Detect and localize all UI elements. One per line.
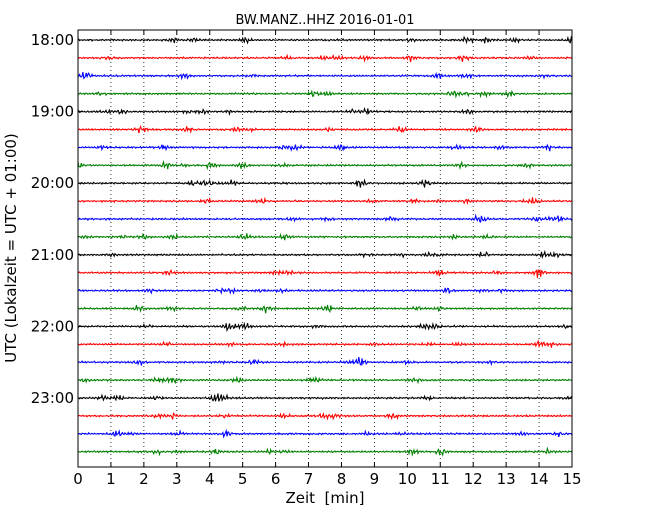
y-tick-label: 21:00 [31,246,74,264]
seismic-trace [77,232,573,241]
y-tick-label: 22:00 [31,317,74,335]
y-tick-label: 20:00 [31,174,74,192]
y-tick-label: 19:00 [31,103,74,121]
seismic-trace [77,71,573,81]
seismic-trace [77,196,573,206]
y-axis-label: UTC (Lokalzeit = UTC + 01:00) [2,133,20,363]
seismic-trace [77,53,573,63]
x-gridlines [110,30,540,467]
x-axis-ticks: 0 1 2 3 4 5 6 7 8 9 10 11 12 13 14 15 [73,30,582,488]
chart-title: BW.MANZ..HHZ 2016-01-01 [235,13,414,28]
seismic-trace [77,446,573,457]
x-tick-label: 1 [106,470,116,488]
seismic-trace [77,35,573,45]
x-tick-label: 15 [562,470,581,488]
seismic-trace [77,304,573,314]
plot-frame [77,29,573,468]
x-tick-label: 5 [238,470,248,488]
x-tick-label: 14 [530,470,549,488]
seismic-trace [77,143,573,152]
x-tick-label: 10 [398,470,417,488]
y-axis-ticks: 18:00 19:00 20:00 21:00 22:00 23:00 [31,31,572,407]
seismic-trace [77,375,573,385]
x-tick-label: 4 [205,470,215,488]
trace-group [77,35,573,457]
x-tick-label: 2 [139,470,149,488]
seismic-trace [77,213,573,223]
seismic-trace [77,124,573,134]
seismic-trace [77,357,573,367]
x-tick-label: 8 [337,470,347,488]
seismic-trace [77,428,573,439]
x-tick-label: 9 [370,470,380,488]
y-tick-label: 18:00 [31,31,74,49]
seismic-trace [77,321,573,333]
seismic-trace [77,89,572,99]
seismic-trace [77,249,573,260]
y-tick-label: 23:00 [31,389,74,407]
x-tick-label: 13 [497,470,516,488]
seismic-trace [77,412,573,421]
x-tick-label: 11 [431,470,450,488]
x-axis-label: Zeit [min] [285,489,364,507]
seismic-trace [77,159,573,171]
x-tick-label: 3 [172,470,182,488]
x-tick-label: 12 [464,470,483,488]
seismic-trace [77,178,573,188]
seismic-trace [77,106,573,117]
seismic-trace [77,287,573,295]
x-tick-label: 0 [73,470,83,488]
seismic-trace [77,393,573,402]
seismic-trace [78,268,573,278]
seismic-trace [77,339,572,349]
x-tick-label: 7 [304,470,314,488]
x-tick-label: 6 [271,470,281,488]
